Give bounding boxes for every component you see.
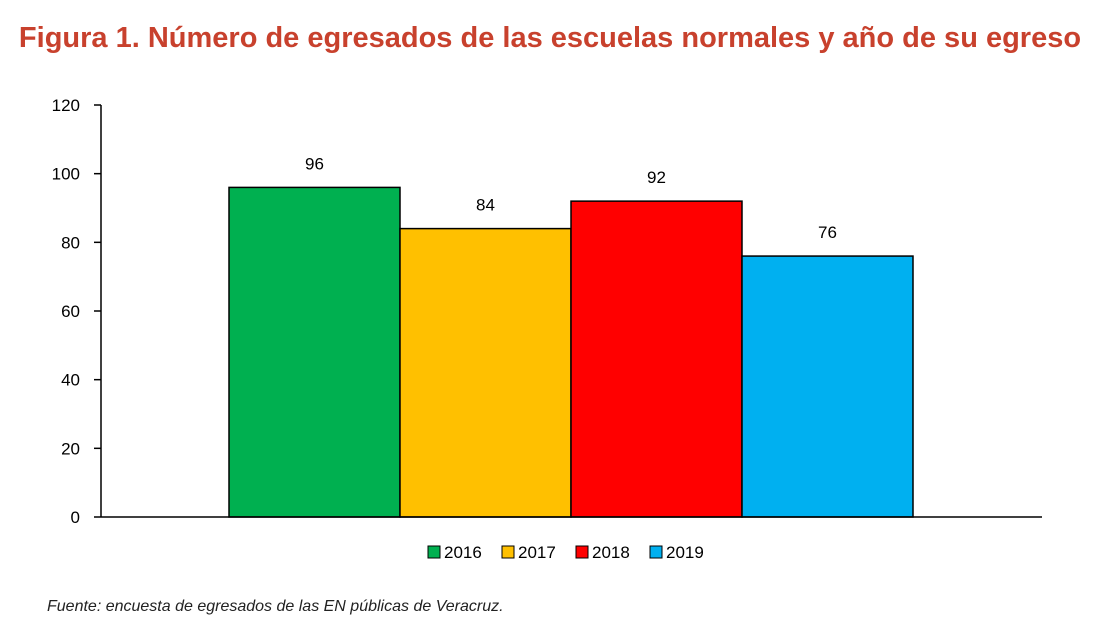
y-tick-label: 60 xyxy=(61,302,80,321)
legend-label-2018: 2018 xyxy=(592,543,630,562)
source-note: Fuente: encuesta de egresados de las EN … xyxy=(47,598,504,615)
bar-2016 xyxy=(228,186,401,518)
y-tick-label: 100 xyxy=(52,165,80,184)
y-tick-label: 0 xyxy=(71,508,80,527)
bar-2018 xyxy=(570,200,743,518)
data-label-2018: 92 xyxy=(647,168,666,187)
y-tick-label: 80 xyxy=(61,233,80,252)
bars xyxy=(228,186,914,518)
y-tick-label: 20 xyxy=(61,439,80,458)
y-axis-ticks: 0 20 40 60 80 100 120 xyxy=(52,96,101,527)
legend: 2016 2017 2018 2019 xyxy=(427,543,704,562)
legend-swatch-2018 xyxy=(575,545,589,559)
legend-label-2016: 2016 xyxy=(444,543,482,562)
legend-label-2017: 2017 xyxy=(518,543,556,562)
data-labels: 96 84 92 76 xyxy=(305,154,837,242)
data-label-2019: 76 xyxy=(818,223,837,242)
data-label-2016: 96 xyxy=(305,154,324,173)
legend-swatch-2016 xyxy=(427,545,441,559)
data-label-2017: 84 xyxy=(476,196,495,215)
legend-label-2019: 2019 xyxy=(666,543,704,562)
bar-2017 xyxy=(399,227,572,518)
legend-swatch-2019 xyxy=(649,545,663,559)
y-tick-label: 120 xyxy=(52,96,80,115)
y-tick-label: 40 xyxy=(61,371,80,390)
bar-2019 xyxy=(741,255,914,518)
legend-swatch-2017 xyxy=(501,545,515,559)
chart-title: Figura 1. Número de egresados de las esc… xyxy=(18,22,1082,54)
